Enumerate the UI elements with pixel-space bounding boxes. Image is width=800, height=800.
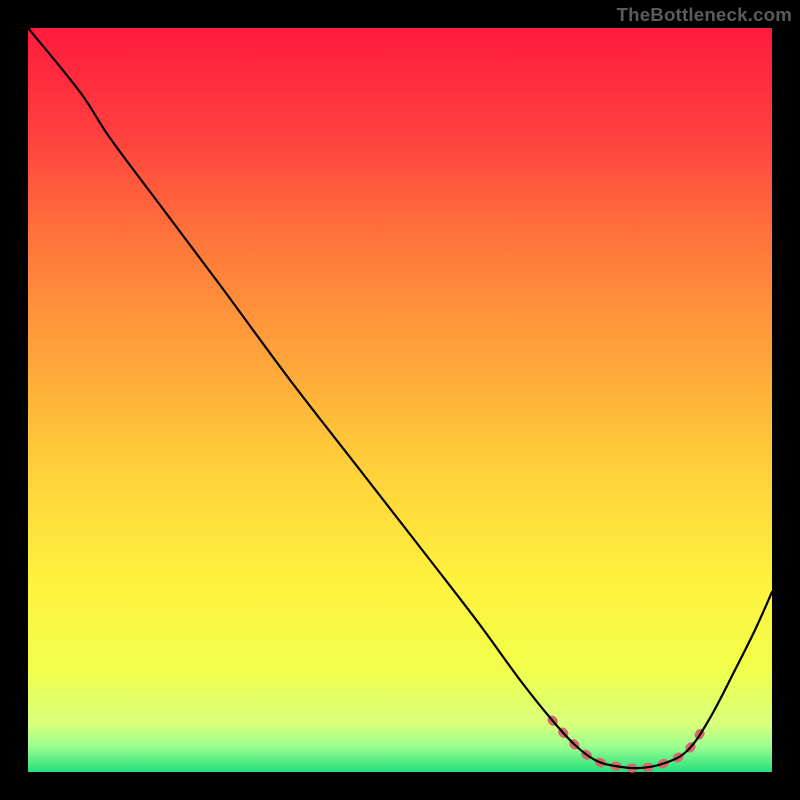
bottleneck-curve-chart	[0, 0, 800, 800]
watermark-text: TheBottleneck.com	[617, 4, 793, 26]
chart-stage: TheBottleneck.com	[0, 0, 800, 800]
plot-background	[28, 28, 772, 772]
